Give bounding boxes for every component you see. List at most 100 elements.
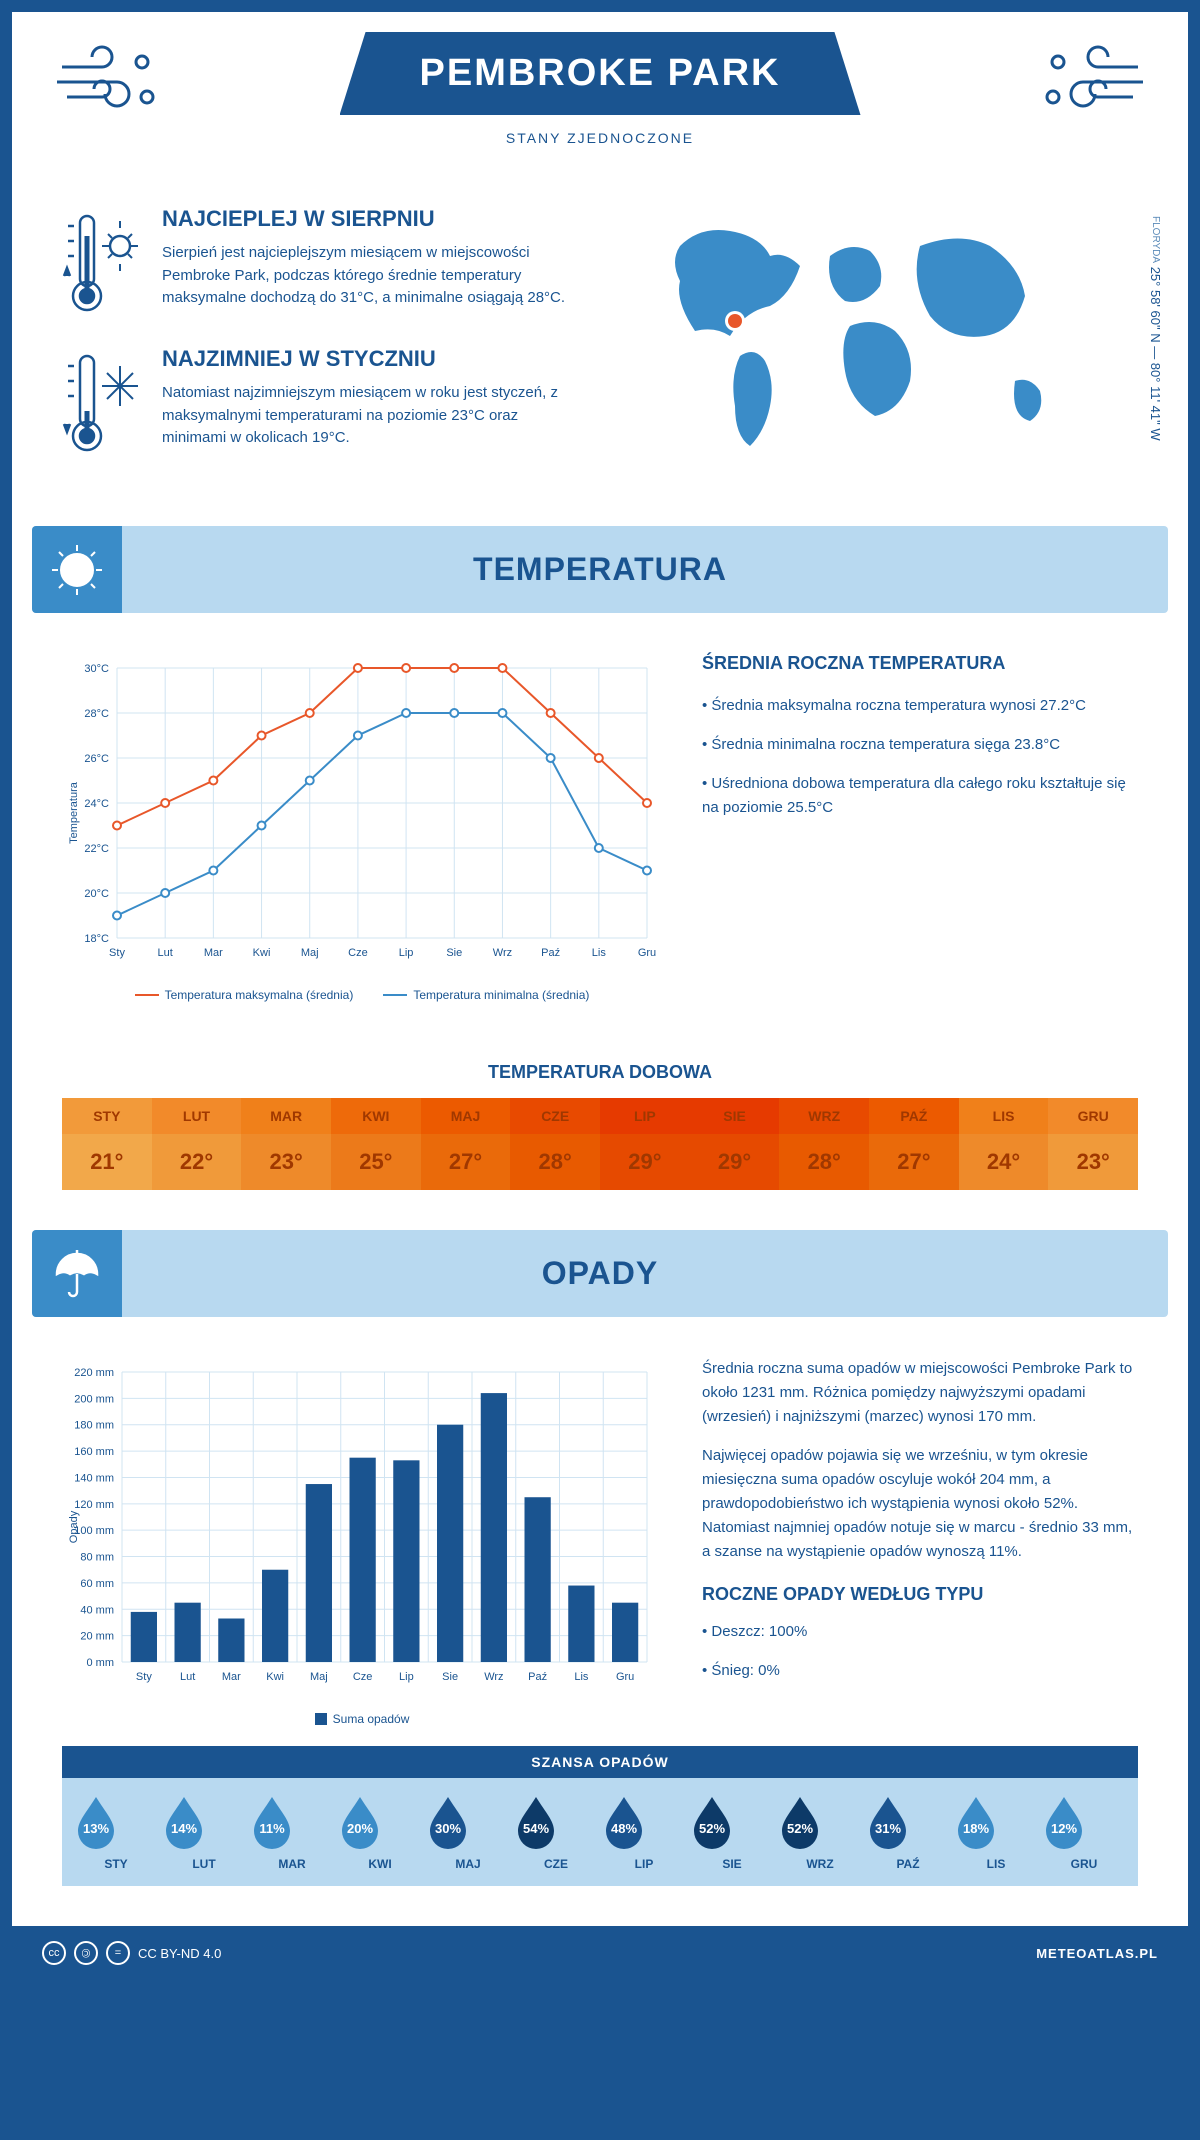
footer-site: METEOATLAS.PL (1036, 1946, 1158, 1961)
svg-text:Wrz: Wrz (493, 947, 512, 959)
svg-text:0 mm: 0 mm (87, 1657, 115, 1669)
svg-text:Mar: Mar (204, 947, 223, 959)
svg-text:Sty: Sty (136, 1671, 152, 1683)
svg-text:48%: 48% (611, 1821, 637, 1836)
wind-icon (52, 42, 162, 122)
precip-type-2: • Śnieg: 0% (702, 1659, 1138, 1683)
daily-temp-table: STY21°LUT22°MAR23°KWI25°MAJ27°CZE28°LIP2… (62, 1098, 1138, 1190)
svg-text:26°C: 26°C (84, 753, 109, 765)
svg-text:Lis: Lis (574, 1671, 589, 1683)
daily-cell: LIP29° (600, 1098, 690, 1190)
svg-text:Paź: Paź (541, 947, 560, 959)
daily-cell: PAŹ27° (869, 1098, 959, 1190)
svg-text:18°C: 18°C (84, 933, 109, 945)
temp-section-header: TEMPERATURA (32, 526, 1168, 613)
daily-temp-title: TEMPERATURA DOBOWA (12, 1062, 1188, 1083)
svg-text:Opady: Opady (68, 1510, 80, 1543)
svg-text:40 mm: 40 mm (80, 1604, 114, 1616)
precip-type-1: • Deszcz: 100% (702, 1620, 1138, 1644)
thermometer-hot-icon (62, 206, 142, 316)
footer-license: cc 🄯 = CC BY-ND 4.0 (42, 1941, 221, 1965)
svg-text:Wrz: Wrz (484, 1671, 503, 1683)
svg-text:Lip: Lip (399, 1671, 414, 1683)
daily-cell: CZE28° (510, 1098, 600, 1190)
precip-p2: Najwięcej opadów pojawia się we wrześniu… (702, 1444, 1138, 1564)
svg-text:Lis: Lis (592, 947, 607, 959)
chance-cell: 12%GRU (1040, 1793, 1128, 1871)
svg-text:Cze: Cze (348, 947, 368, 959)
svg-text:Kwi: Kwi (266, 1671, 284, 1683)
precip-content: 0 mm20 mm40 mm60 mm80 mm100 mm120 mm140 … (12, 1317, 1188, 1746)
coldest-block: NAJZIMNIEJ W STYCZNIU Natomiast najzimni… (62, 346, 580, 456)
chance-cell: 54%CZE (512, 1793, 600, 1871)
annual-title: ŚREDNIA ROCZNA TEMPERATURA (702, 653, 1138, 674)
svg-text:24°C: 24°C (84, 798, 109, 810)
svg-text:Sty: Sty (109, 947, 125, 959)
legend-min: Temperatura minimalna (średnia) (413, 988, 589, 1002)
svg-text:Maj: Maj (310, 1671, 328, 1683)
chance-cell: 31%PAŹ (864, 1793, 952, 1871)
svg-text:14%: 14% (171, 1821, 197, 1836)
daily-cell: WRZ28° (779, 1098, 869, 1190)
svg-text:52%: 52% (787, 1821, 813, 1836)
warmest-title: NAJCIEPLEJ W SIERPNIU (162, 206, 580, 232)
svg-text:20°C: 20°C (84, 888, 109, 900)
annual-b3: • Uśredniona dobowa temperatura dla całe… (702, 772, 1138, 820)
svg-text:120 mm: 120 mm (74, 1499, 114, 1511)
annual-b1: • Średnia maksymalna roczna temperatura … (702, 694, 1138, 718)
chance-cell: 11%MAR (248, 1793, 336, 1871)
svg-text:Mar: Mar (222, 1671, 241, 1683)
footer: cc 🄯 = CC BY-ND 4.0 METEOATLAS.PL (12, 1926, 1188, 1980)
svg-text:30%: 30% (435, 1821, 461, 1836)
daily-cell: KWI25° (331, 1098, 421, 1190)
precip-type-title: ROCZNE OPADY WEDŁUG TYPU (702, 1584, 1138, 1605)
svg-text:140 mm: 140 mm (74, 1472, 114, 1484)
svg-text:30°C: 30°C (84, 663, 109, 675)
chance-cell: 52%SIE (688, 1793, 776, 1871)
chance-cell: 20%KWI (336, 1793, 424, 1871)
temp-legend: Temperatura maksymalna (średnia) Tempera… (62, 988, 662, 1002)
coldest-title: NAJZIMNIEJ W STYCZNIU (162, 346, 580, 372)
climate-summary: NAJCIEPLEJ W SIERPNIU Sierpień jest najc… (62, 206, 580, 486)
chance-cell: 18%LIS (952, 1793, 1040, 1871)
world-map (620, 206, 1138, 466)
daily-cell: SIE29° (690, 1098, 780, 1190)
svg-text:52%: 52% (699, 1821, 725, 1836)
svg-text:Temperatura: Temperatura (68, 781, 80, 844)
temp-chart: 18°C 20°C 22°C 24°C 26°C 28°C 30°C Sty Lut Mar Kwi… (62, 653, 662, 1002)
sun-icon (32, 526, 122, 613)
warmest-text: Sierpień jest najcieplejszym miesiącem w… (162, 242, 580, 310)
svg-text:Kwi: Kwi (253, 947, 271, 959)
daily-cell: LIS24° (959, 1098, 1049, 1190)
annual-b2: • Średnia minimalna roczna temperatura s… (702, 733, 1138, 757)
svg-text:28°C: 28°C (84, 708, 109, 720)
chance-cell: 52%WRZ (776, 1793, 864, 1871)
svg-text:20 mm: 20 mm (80, 1631, 114, 1643)
svg-text:22°C: 22°C (84, 843, 109, 855)
svg-text:220 mm: 220 mm (74, 1367, 114, 1379)
chance-body: 13%STY14%LUT11%MAR20%KWI30%MAJ54%CZE48%L… (62, 1778, 1138, 1886)
svg-text:54%: 54% (523, 1821, 549, 1836)
precip-type: ROCZNE OPADY WEDŁUG TYPU • Deszcz: 100% … (702, 1584, 1138, 1683)
coldest-text: Natomiast najzimniejszym miesiącem w rok… (162, 382, 580, 450)
wind-icon (1038, 42, 1148, 122)
warmest-block: NAJCIEPLEJ W SIERPNIU Sierpień jest najc… (62, 206, 580, 316)
svg-text:18%: 18% (963, 1821, 989, 1836)
svg-text:Sie: Sie (446, 947, 462, 959)
daily-cell: LUT22° (152, 1098, 242, 1190)
svg-text:20%: 20% (347, 1821, 373, 1836)
svg-text:Lip: Lip (399, 947, 414, 959)
temp-content: 18°C 20°C 22°C 24°C 26°C 28°C 30°C Sty Lut Mar Kwi… (12, 613, 1188, 1042)
svg-text:180 mm: 180 mm (74, 1420, 114, 1432)
svg-text:Lut: Lut (158, 947, 173, 959)
precip-section-header: OPADY (32, 1230, 1168, 1317)
title-banner: PEMBROKE PARK (340, 32, 861, 115)
chance-title: SZANSA OPADÓW (62, 1746, 1138, 1778)
chance-cell: 13%STY (72, 1793, 160, 1871)
svg-text:160 mm: 160 mm (74, 1446, 114, 1458)
coords-text: 25° 58' 60" N — 80° 11' 41" W (1148, 267, 1163, 441)
svg-text:100 mm: 100 mm (74, 1525, 114, 1537)
temp-annual: ŚREDNIA ROCZNA TEMPERATURA • Średnia mak… (702, 653, 1138, 1002)
page-title: PEMBROKE PARK (420, 52, 781, 95)
daily-cell: GRU23° (1048, 1098, 1138, 1190)
